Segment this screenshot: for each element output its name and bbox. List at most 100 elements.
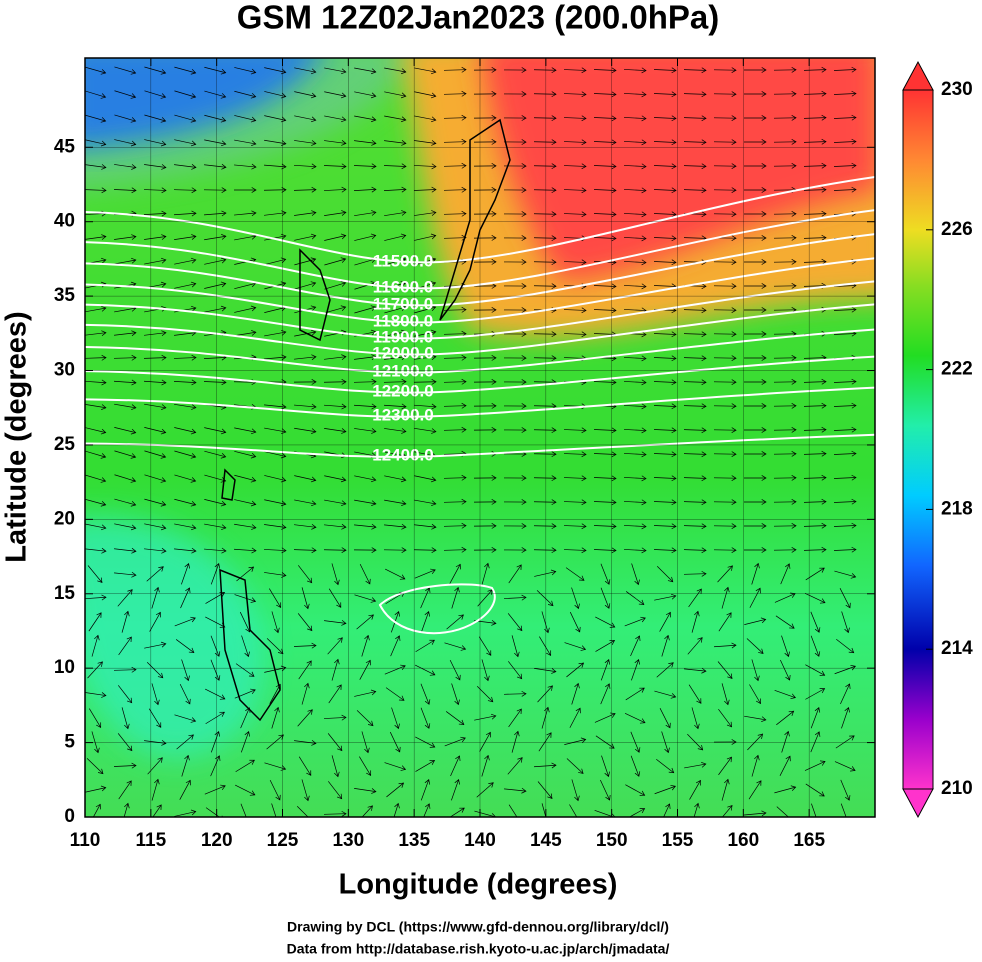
wind-arrow xyxy=(174,523,196,529)
wind-arrow xyxy=(833,141,857,143)
wind-arrow-head xyxy=(188,647,195,653)
wind-arrow-head xyxy=(340,257,347,263)
wind-arrow-head xyxy=(101,692,107,698)
wind-arrow-head xyxy=(696,698,702,704)
wind-arrow-head xyxy=(551,259,557,266)
wind-arrow xyxy=(204,259,226,265)
wind-arrow xyxy=(176,734,194,750)
wind-arrow xyxy=(414,569,436,579)
wind-arrow xyxy=(294,524,316,528)
wind-arrow xyxy=(204,212,226,216)
wind-arrow xyxy=(324,115,346,121)
wind-arrow-head xyxy=(521,211,527,217)
wind-arrow xyxy=(384,91,406,97)
wind-arrow xyxy=(385,591,405,605)
wind-arrow xyxy=(746,638,764,654)
wind-arrow xyxy=(653,285,677,287)
wind-arrow xyxy=(659,708,671,728)
wind-arrow-head xyxy=(341,500,347,507)
wind-arrow xyxy=(841,611,849,633)
wind-arrow xyxy=(359,660,371,680)
wind-arrow xyxy=(476,782,494,798)
wind-arrow xyxy=(803,213,827,215)
wind-arrow xyxy=(803,141,827,143)
wind-arrow-head xyxy=(844,627,850,634)
wind-arrow xyxy=(478,636,492,656)
wind-arrow xyxy=(294,475,316,481)
x-tick-label: 165 xyxy=(793,830,825,851)
wind-arrow xyxy=(415,639,435,653)
wind-arrow xyxy=(683,549,707,551)
wind-arrow xyxy=(450,755,460,777)
wind-arrow xyxy=(718,612,732,632)
wind-arrow-head xyxy=(546,732,552,738)
wind-arrow-head xyxy=(250,428,257,435)
wind-arrow xyxy=(508,804,518,817)
wind-arrow-head xyxy=(845,683,851,690)
wind-arrow xyxy=(414,91,436,97)
wind-arrow xyxy=(833,117,857,119)
wind-arrow-head xyxy=(461,114,467,121)
wind-arrow xyxy=(85,189,107,191)
wind-arrow-head xyxy=(547,793,553,800)
wind-arrow-head xyxy=(274,627,280,634)
wind-arrow xyxy=(234,139,256,145)
wind-arrow-head xyxy=(551,115,557,122)
wind-arrow xyxy=(391,707,399,729)
wind-arrow-head xyxy=(641,91,647,98)
wind-arrow xyxy=(384,115,406,121)
wind-arrow-head xyxy=(190,477,197,483)
wind-arrow-head xyxy=(551,523,557,530)
wind-arrow-head xyxy=(371,428,377,434)
wind-arrow-head xyxy=(131,571,137,578)
wind-arrow-head xyxy=(641,355,647,362)
colorbar-extend-top xyxy=(902,60,934,91)
wind-arrow-head xyxy=(611,283,617,290)
wind-arrow xyxy=(533,189,557,191)
wind-arrow xyxy=(234,282,256,290)
wind-arrow xyxy=(294,427,316,433)
wind-arrow-head xyxy=(701,139,707,146)
wind-arrow xyxy=(563,453,587,455)
wind-arrow-head xyxy=(304,603,310,610)
x-axis-label: Longitude (degrees) xyxy=(339,869,618,901)
wind-arrow xyxy=(624,712,646,724)
wind-arrow xyxy=(234,548,256,552)
wind-arrow-head xyxy=(400,329,407,336)
wind-arrow-head xyxy=(430,329,437,336)
wind-arrow-head xyxy=(160,501,167,507)
wind-arrow xyxy=(449,564,461,584)
colorbar-tick-label: 218 xyxy=(941,498,973,519)
wind-arrow xyxy=(414,475,436,481)
wind-arrow-head xyxy=(574,603,580,610)
wind-arrow-head xyxy=(341,378,347,385)
wind-arrow xyxy=(151,587,159,609)
wind-arrow xyxy=(659,612,671,632)
wind-arrow xyxy=(264,67,286,73)
wind-arrow xyxy=(324,620,346,624)
wind-arrow-head xyxy=(249,790,256,796)
wind-arrow-head xyxy=(485,731,491,738)
wind-arrow xyxy=(623,453,647,455)
wind-arrow xyxy=(623,165,647,167)
wind-arrow-head xyxy=(130,93,137,99)
wind-arrow-head xyxy=(641,235,647,242)
wind-arrow xyxy=(451,683,459,705)
wind-arrow-head xyxy=(220,93,227,99)
wind-arrow xyxy=(328,781,342,799)
wind-arrow-head xyxy=(491,355,497,361)
wind-arrow-head xyxy=(761,331,767,337)
wind-arrow-head xyxy=(641,187,647,194)
wind-arrow-head xyxy=(611,235,617,242)
wind-arrow xyxy=(85,548,106,552)
wind-arrow-head xyxy=(731,283,737,289)
wind-arrow-head xyxy=(784,730,790,737)
wind-arrow xyxy=(179,780,191,800)
wind-arrow xyxy=(443,189,467,191)
wind-arrow xyxy=(653,525,677,527)
wind-arrow xyxy=(744,619,766,625)
wind-arrow xyxy=(593,285,617,287)
wind-arrow xyxy=(324,475,346,481)
wind-arrow xyxy=(683,93,707,95)
wind-arrow xyxy=(414,331,436,337)
